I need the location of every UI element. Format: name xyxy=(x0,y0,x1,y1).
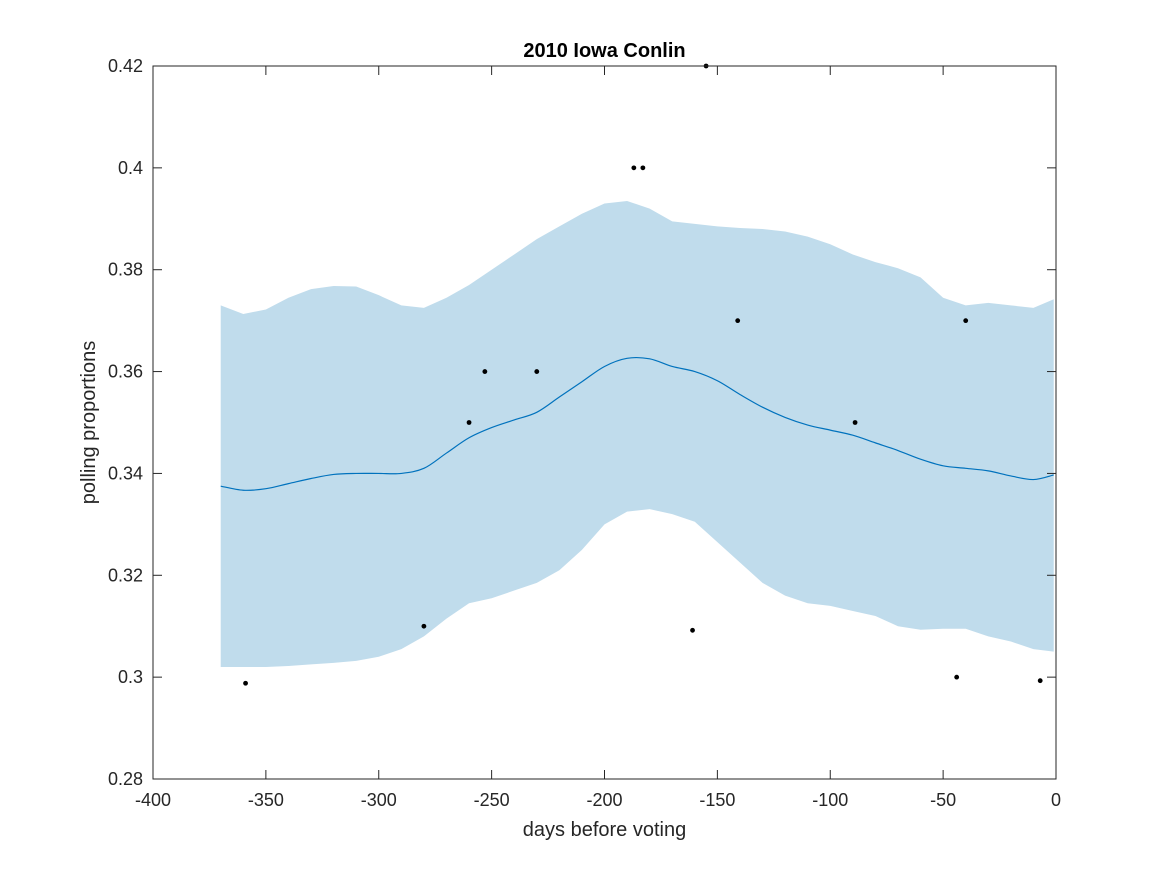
poll-point xyxy=(690,627,695,633)
poll-point xyxy=(852,420,858,425)
x-tick-label: -200 xyxy=(586,790,622,810)
x-tick-label: -350 xyxy=(248,790,284,810)
x-tick-label: -250 xyxy=(474,790,510,810)
x-tick-label: -150 xyxy=(699,790,735,810)
y-tick-label: 0.42 xyxy=(108,56,143,76)
x-axis: -400 -350 -300 -250 -200 -150 -100 -50 0 xyxy=(135,66,1061,810)
y-axis-label: polling proportions xyxy=(78,341,100,504)
poll-point xyxy=(640,165,646,171)
poll-point xyxy=(954,674,960,680)
poll-point xyxy=(735,318,741,324)
y-tick-label: 0.36 xyxy=(108,362,143,382)
y-axis: 0.28 0.3 0.32 0.34 0.36 0.38 0.4 0.42 xyxy=(108,56,1056,789)
poll-point xyxy=(243,680,248,686)
y-tick-label: 0.34 xyxy=(108,463,143,483)
x-tick-label: -400 xyxy=(135,790,171,810)
poll-point xyxy=(963,318,969,324)
plot-area xyxy=(220,63,1054,686)
x-axis-label: days before voting xyxy=(523,819,686,841)
poll-point xyxy=(482,369,488,374)
x-tick-label: -300 xyxy=(361,790,397,810)
chart-title: 2010 Iowa Conlin xyxy=(523,40,685,62)
poll-points xyxy=(243,63,1043,686)
x-tick-label: 0 xyxy=(1051,790,1061,810)
poll-point xyxy=(421,623,427,629)
poll-point xyxy=(534,369,540,374)
y-tick-label: 0.3 xyxy=(118,667,143,687)
mean-line xyxy=(220,356,1054,491)
y-tick-label: 0.4 xyxy=(118,158,143,178)
poll-point xyxy=(466,420,472,425)
confidence-band xyxy=(220,200,1054,667)
y-tick-label: 0.32 xyxy=(108,565,143,585)
x-tick-label: -50 xyxy=(930,790,956,810)
y-tick-label: 0.38 xyxy=(108,260,143,280)
poll-point xyxy=(1037,678,1043,684)
poll-point xyxy=(631,165,637,171)
x-tick-label: -100 xyxy=(812,790,848,810)
y-tick-label: 0.28 xyxy=(108,769,143,789)
